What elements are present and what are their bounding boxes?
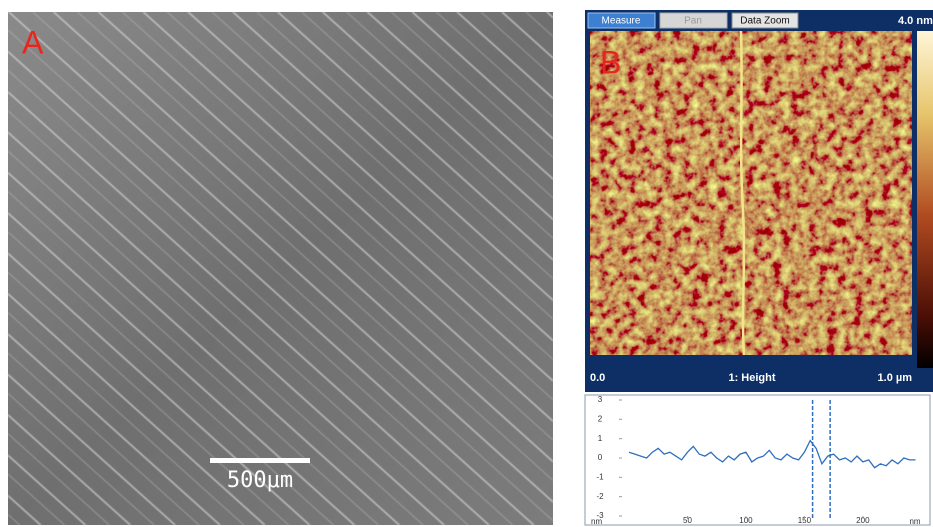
button-label: Measure <box>602 16 641 27</box>
panel-b: Measure Pan Data Zoom 4.0 nm 0.0 1: Heig… <box>585 10 933 392</box>
x-unit: nm <box>909 517 920 526</box>
panel-label: B <box>600 44 621 80</box>
sem-streaks <box>8 12 553 525</box>
y-tick-label: -1 <box>596 472 604 481</box>
channel-label: 1: Height <box>728 372 775 384</box>
scale-label: 500μm <box>227 468 293 493</box>
y-tick-label: -3 <box>596 511 604 520</box>
panel-label: A <box>22 24 44 60</box>
y-tick-label: 3 <box>598 395 603 404</box>
button-label: Data Zoom <box>740 16 789 27</box>
y-tick-label: -2 <box>596 492 604 501</box>
figure: A 500μm Measure Pan Data Zoom 4.0 nm 0.0… <box>0 0 933 527</box>
color-bar <box>917 31 933 368</box>
color-max: 4.0 nm <box>898 15 933 27</box>
button-label: Pan <box>684 16 702 27</box>
axis-end: 1.0 µm <box>878 372 913 384</box>
afm-image <box>590 31 912 355</box>
y-tick-label: 0 <box>598 453 603 462</box>
panel-a: A 500μm <box>8 12 553 525</box>
profile-frame <box>585 395 930 525</box>
axis-start: 0.0 <box>590 372 605 384</box>
y-tick-label: 2 <box>598 414 603 423</box>
y-tick-label: 1 <box>598 434 603 443</box>
scale-bar <box>210 458 310 463</box>
